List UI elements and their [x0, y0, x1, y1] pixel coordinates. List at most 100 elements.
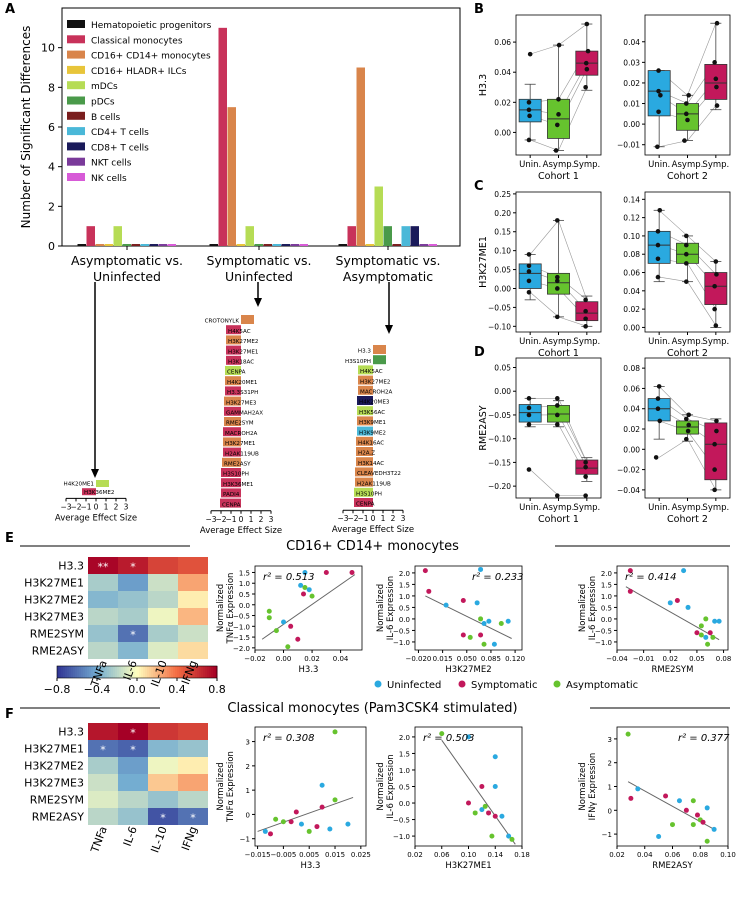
box-y-tick-label: 0.12	[623, 214, 640, 223]
scatter-e-1-y-label: Normalized	[376, 584, 386, 632]
legend-swatch-classical	[67, 35, 85, 44]
heatmap-e-cell	[118, 557, 148, 574]
effect-bar-label: RME2ASY	[224, 462, 251, 468]
heatmap-e-cell	[88, 591, 118, 608]
scatter-e-1-point-uninfected	[486, 618, 492, 624]
scatter-f-0-x-tick-label: 0.015	[325, 851, 345, 859]
effect-bar-label: H3K36ME1	[223, 482, 254, 488]
effect-bar-label: H3K9ME2	[359, 430, 386, 436]
scatter-f-2-point-symptomatic	[663, 793, 669, 799]
colorbar-step	[127, 666, 130, 678]
scatter-e-1-x-tick-label: −0.020	[405, 655, 431, 663]
scatter-f-0-point-asymptomatic	[280, 819, 286, 825]
scatter-f-0-point-symptomatic	[288, 819, 294, 825]
bar-1-ilc	[236, 244, 245, 246]
effect-bar	[223, 427, 241, 437]
scatter-e-2-point-symptomatic	[694, 630, 700, 636]
scatter-e-1-fit-line	[425, 595, 512, 639]
scatter-e-2-point-symptomatic	[627, 588, 633, 594]
box-point	[526, 269, 532, 274]
heatmap-e-cell	[148, 557, 178, 574]
box-y-tick-label: 0.05	[494, 266, 511, 275]
box-point	[583, 60, 589, 66]
colorbar-step	[61, 666, 64, 678]
scatter-f-0-y-label: TNFα Expression	[226, 751, 236, 823]
scatter-f-1-x-tick-label: 0.14	[487, 851, 503, 859]
heatmap-e-cell	[178, 642, 208, 659]
scatter-e-2-x-tick-label: 0.02	[662, 655, 678, 663]
effect-x-tick-label: 2	[114, 502, 119, 511]
box-y-tick-label: 0.04	[623, 287, 640, 296]
legend-label-mdc: mDCs	[91, 82, 118, 92]
colorbar-step	[145, 666, 148, 678]
heatmap-e-cell	[88, 642, 118, 659]
box-y-tick-label: 0.05	[494, 363, 511, 372]
colorbar-step	[69, 666, 72, 678]
colorbar-step	[201, 666, 204, 678]
bar-2-ilc	[365, 244, 374, 246]
box-point	[686, 92, 691, 98]
colorbar-step	[209, 666, 212, 678]
scatter-e-1-y-tick-label: 2.0	[399, 570, 410, 578]
heatmap-f-cell	[118, 757, 148, 774]
scatter-e-0-r2: r² = 0.513	[263, 572, 314, 583]
box-point	[712, 60, 717, 65]
scatter-f-1-point-asymptomatic	[509, 836, 515, 842]
box-point	[656, 88, 661, 94]
effect-bar	[96, 480, 109, 487]
scatter-e-2-x-tick-label: 0.08	[716, 655, 732, 663]
scatter-f-0-point-symptomatic	[314, 824, 320, 830]
box-point	[583, 297, 588, 303]
effect-bar	[225, 386, 241, 396]
colorbar-step	[119, 666, 122, 678]
box-point	[714, 272, 719, 277]
box-y-tick-label: 0.14	[623, 195, 640, 204]
scatter-e-1-point-asymptomatic	[498, 621, 504, 627]
effect-bar	[222, 457, 241, 467]
colorbar-step	[99, 666, 102, 678]
bar-2-bcell	[392, 244, 401, 246]
scatter-f-1-point-uninfected	[492, 754, 498, 760]
y-tick-label: 4	[48, 161, 55, 174]
group-label: Symptomatic vs.	[207, 253, 312, 268]
effect-bar	[223, 437, 241, 447]
effect-bar-label: H3K36ME2	[84, 490, 114, 496]
scatter-e-1-point-symptomatic	[478, 632, 484, 638]
box-point	[526, 289, 532, 295]
heatmap-e-row-label: H3.3	[58, 560, 84, 573]
scatter-e-0-point-asymptomatic	[309, 593, 315, 599]
colorbar-step	[91, 666, 94, 678]
box-y-tick-label: 0.00	[494, 284, 511, 293]
colorbar-step	[147, 666, 150, 678]
effect-bar	[223, 447, 241, 457]
effect-x-tick-label: 3	[124, 502, 129, 511]
bar-0-mdc	[113, 226, 122, 246]
heatmap-f-cell	[178, 757, 208, 774]
colorbar-step	[157, 666, 160, 678]
scatter-legend-dot-uninfected	[374, 680, 382, 688]
box-point	[555, 278, 560, 284]
colorbar-step	[107, 666, 110, 678]
scatter-e-0-x-tick-label: −0.02	[244, 655, 265, 663]
heatmap-e-row-label: H3K27ME3	[24, 611, 84, 624]
effect-x-tick-label: 1	[104, 502, 109, 511]
panel-label-f: F	[5, 707, 14, 722]
scatter-f-0-frame	[254, 726, 367, 847]
effect-bar	[82, 488, 96, 496]
scatter-f-2-point-symptomatic	[683, 807, 689, 813]
box-point	[556, 112, 561, 117]
scatter-f-1-frame	[414, 726, 523, 847]
legend-label-cd4: CD4+ T cells	[91, 128, 149, 138]
heatmap-f-cell	[88, 808, 118, 825]
bar-0-ilc	[104, 244, 113, 246]
bar-1-cd4	[272, 244, 281, 246]
box-point	[714, 84, 719, 90]
effect-bar-label: H4K20ME1	[64, 482, 95, 488]
effect-bar-label: H4K20ME1	[227, 380, 258, 386]
scatter-e-1-point-asymptomatic	[467, 634, 473, 640]
box-y-tick-label: 0.02	[623, 425, 640, 434]
colorbar-step	[205, 666, 208, 678]
colorbar-step	[129, 666, 132, 678]
box-y-tick-label: 0.06	[623, 269, 640, 278]
effect-bar	[226, 345, 241, 355]
